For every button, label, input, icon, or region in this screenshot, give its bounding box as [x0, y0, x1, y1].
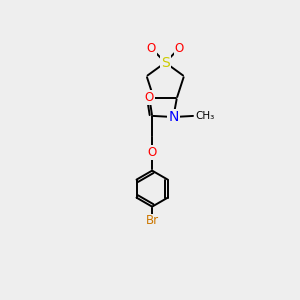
Text: O: O	[148, 146, 157, 159]
Text: S: S	[161, 56, 170, 70]
Text: O: O	[175, 42, 184, 55]
Text: O: O	[145, 92, 154, 104]
Text: N: N	[168, 110, 178, 124]
Text: O: O	[147, 42, 156, 55]
Text: CH₃: CH₃	[195, 111, 214, 121]
Text: Br: Br	[146, 214, 159, 227]
